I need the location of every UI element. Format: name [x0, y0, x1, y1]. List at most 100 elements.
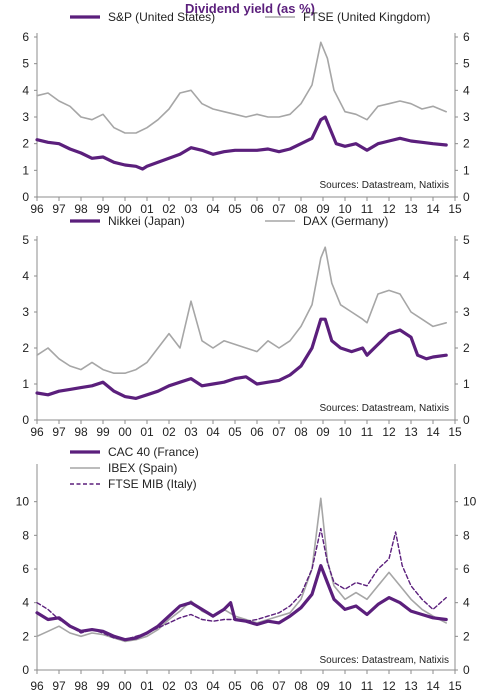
x-tick-label: 05 — [228, 202, 242, 216]
y-tick-label-left: 10 — [16, 495, 30, 509]
x-tick-label: 15 — [448, 679, 462, 693]
x-tick-label: 08 — [294, 202, 308, 216]
y-tick-label-left: 1 — [22, 377, 29, 391]
y-tick-label-right: 4 — [463, 596, 470, 610]
x-tick-label: 99 — [96, 679, 110, 693]
y-tick-label-right: 0 — [463, 663, 470, 677]
x-tick-label: 09 — [316, 202, 330, 216]
x-tick-label: 01 — [140, 425, 154, 439]
x-tick-label: 96 — [30, 202, 44, 216]
y-tick-label-right: 5 — [463, 57, 470, 71]
y-tick-label-left: 0 — [22, 663, 29, 677]
x-tick-label: 15 — [448, 202, 462, 216]
series-line-1 — [35, 115, 448, 171]
x-tick-label: 07 — [272, 202, 286, 216]
x-tick-label: 02 — [162, 425, 176, 439]
y-tick-label-right: 10 — [463, 495, 477, 509]
x-tick-label: 96 — [30, 679, 44, 693]
series-line-2 — [36, 246, 447, 374]
x-tick-label: 13 — [404, 202, 418, 216]
chart-panel-2: 0 01 12 23 34 45 596 97 98 99 00 01 02 03 04 05 06 07 08 09… — [22, 214, 470, 439]
legend-label: IBEX (Spain) — [108, 461, 177, 475]
y-tick-label-right: 3 — [463, 110, 470, 124]
y-tick-label-right: 1 — [463, 377, 470, 391]
x-tick-label: 08 — [294, 679, 308, 693]
x-tick-label: 05 — [228, 679, 242, 693]
x-tick-label: 04 — [206, 425, 220, 439]
x-tick-label: 15 — [448, 425, 462, 439]
chart-panel-1: 0 01 12 23 34 45 56 696 97 98 99 00 01 02 03 04 05 06 07 08… — [22, 10, 470, 216]
y-tick-label-right: 3 — [463, 305, 470, 319]
y-tick-label-right: 2 — [463, 137, 470, 151]
series-line-2 — [36, 41, 447, 134]
x-tick-label: 00 — [118, 679, 132, 693]
series-line-1 — [35, 564, 448, 642]
y-tick-label-left: 2 — [22, 629, 29, 643]
x-tick-label: 99 — [96, 425, 110, 439]
legend-label: CAC 40 (France) — [108, 445, 199, 459]
x-tick-label: 07 — [272, 425, 286, 439]
y-tick-label-right: 6 — [463, 30, 470, 44]
x-tick-label: 14 — [426, 425, 440, 439]
x-tick-label: 98 — [74, 202, 88, 216]
y-tick-label-right: 6 — [463, 562, 470, 576]
y-tick-label-right: 8 — [463, 528, 470, 542]
y-tick-label-left: 8 — [22, 528, 29, 542]
y-tick-label-right: 2 — [463, 629, 470, 643]
x-tick-label: 11 — [361, 679, 374, 693]
y-tick-label-left: 6 — [22, 30, 29, 44]
y-tick-label-left: 4 — [22, 269, 29, 283]
x-tick-label: 06 — [250, 679, 264, 693]
x-tick-label: 13 — [404, 425, 418, 439]
x-tick-label: 01 — [140, 679, 154, 693]
x-tick-label: 00 — [118, 202, 132, 216]
legend-label: DAX (Germany) — [303, 214, 388, 228]
x-tick-label: 02 — [162, 202, 176, 216]
x-tick-label: 10 — [338, 425, 352, 439]
y-tick-label-right: 0 — [463, 413, 470, 427]
y-tick-label-left: 3 — [22, 110, 29, 124]
x-tick-label: 04 — [206, 679, 220, 693]
x-tick-label: 05 — [228, 425, 242, 439]
x-tick-label: 97 — [52, 425, 66, 439]
x-tick-label: 01 — [140, 202, 154, 216]
series-line-1 — [35, 317, 448, 400]
source-note: Sources: Datastream, Natixis — [320, 403, 450, 414]
y-tick-label-left: 2 — [22, 341, 29, 355]
x-tick-label: 03 — [184, 425, 198, 439]
x-tick-label: 14 — [426, 202, 440, 216]
x-tick-label: 09 — [316, 679, 330, 693]
y-tick-label-left: 5 — [22, 233, 29, 247]
y-tick-label-left: 2 — [22, 137, 29, 151]
legend-label: S&P (United States) — [108, 10, 215, 24]
x-tick-label: 10 — [338, 679, 352, 693]
y-tick-label-left: 4 — [22, 596, 29, 610]
series-line-3 — [36, 527, 447, 641]
y-tick-label-right: 2 — [463, 341, 470, 355]
x-tick-label: 12 — [382, 425, 396, 439]
x-tick-label: 02 — [162, 679, 176, 693]
x-tick-label: 98 — [74, 425, 88, 439]
x-tick-label: 10 — [338, 202, 352, 216]
legend-label: Nikkei (Japan) — [108, 214, 185, 228]
x-tick-label: 06 — [250, 202, 264, 216]
y-tick-label-left: 5 — [22, 57, 29, 71]
x-tick-label: 11 — [361, 202, 374, 216]
x-tick-label: 14 — [426, 679, 440, 693]
y-tick-label-left: 0 — [22, 413, 29, 427]
x-tick-label: 00 — [118, 425, 132, 439]
y-tick-label-left: 1 — [22, 163, 29, 177]
legend-label: FTSE MIB (Italy) — [108, 477, 197, 491]
x-tick-label: 11 — [361, 425, 374, 439]
x-tick-label: 99 — [96, 202, 110, 216]
x-tick-label: 96 — [30, 425, 44, 439]
x-tick-label: 12 — [382, 679, 396, 693]
x-tick-label: 06 — [250, 425, 264, 439]
x-tick-label: 97 — [52, 679, 66, 693]
x-tick-label: 04 — [206, 202, 220, 216]
x-tick-label: 13 — [404, 679, 418, 693]
x-tick-label: 08 — [294, 425, 308, 439]
